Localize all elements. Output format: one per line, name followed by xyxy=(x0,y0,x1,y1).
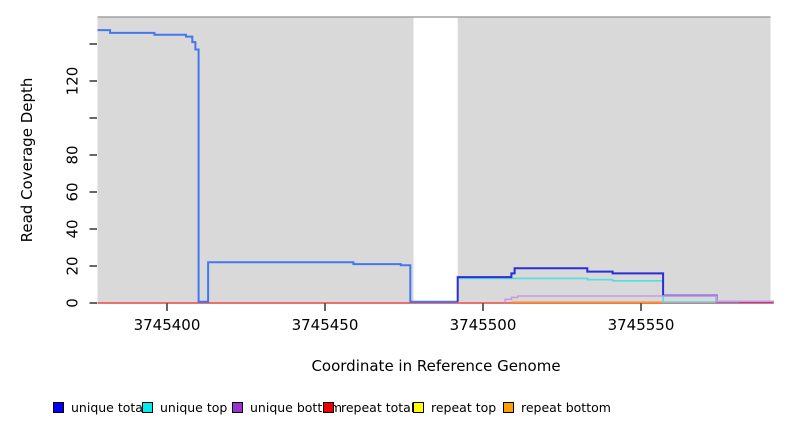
legend-item-repeat-bottom: repeat bottom xyxy=(503,398,611,416)
covered-region-right xyxy=(457,17,771,303)
legend-label: repeat bottom xyxy=(521,399,611,415)
x-tick-label-3745550: 3745550 xyxy=(608,316,675,334)
legend-swatch-unique-bottom xyxy=(232,401,243,413)
x-tick-label-3745400: 3745400 xyxy=(134,316,201,334)
legend-swatch-unique-top xyxy=(142,401,153,413)
x-tick-label-3745450: 3745450 xyxy=(292,316,359,334)
y-tick-label-60: 60 xyxy=(63,182,81,201)
legend-item-repeat-total: repeat total xyxy=(323,398,414,416)
legend-label: unique bottom xyxy=(250,399,343,415)
legend-item-unique-top: unique top xyxy=(142,398,227,416)
legend-item-unique-bottom: unique bottom xyxy=(232,398,342,416)
legend-swatch-repeat-top xyxy=(413,401,424,413)
y-tick-label-40: 40 xyxy=(63,219,81,238)
series-unique-top xyxy=(457,277,739,303)
legend-item-repeat-top: repeat top xyxy=(413,398,496,416)
series-unique-bottom xyxy=(504,295,774,303)
plot-canvas: 0 20 40 60 80 120 3745400 3745450 3745500 3745550 xyxy=(63,16,774,334)
x-axis-title: Coordinate in Reference Genome xyxy=(311,357,561,375)
legend-label: repeat top xyxy=(431,399,497,415)
y-tick-label-20: 20 xyxy=(63,256,81,275)
y-tick-label-120: 120 xyxy=(63,67,81,96)
legend-label: unique top xyxy=(160,399,228,415)
series-unique-total-part1 xyxy=(97,29,458,303)
legend: unique total unique top unique bottom repea… xyxy=(0,398,792,420)
legend-item-unique-total: unique total xyxy=(53,398,146,416)
legend-label: unique total xyxy=(71,399,147,415)
y-tick-label-80: 80 xyxy=(63,145,81,164)
legend-swatch-unique-total xyxy=(53,401,64,413)
legend-swatch-repeat-total xyxy=(323,401,334,413)
covered-region-left xyxy=(97,17,414,303)
legend-swatch-repeat-bottom xyxy=(503,401,514,413)
y-tick-label-0: 0 xyxy=(63,298,81,308)
x-tick-label-3745500: 3745500 xyxy=(450,316,517,334)
legend-label: repeat total xyxy=(341,399,415,415)
y-axis-title: Read Coverage Depth xyxy=(18,77,36,243)
